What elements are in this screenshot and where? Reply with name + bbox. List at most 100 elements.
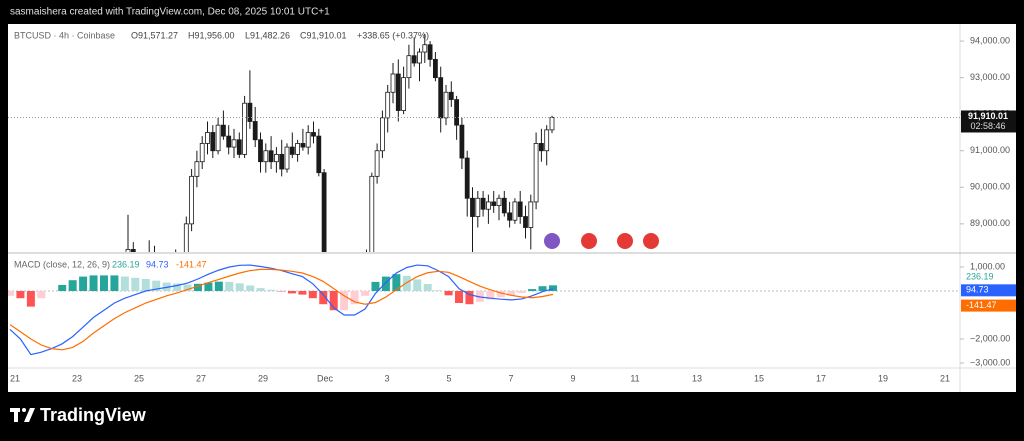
y2-tick-label: 1,000.00 <box>970 261 1005 271</box>
candle-body <box>205 132 210 144</box>
candle-body <box>459 124 465 159</box>
candle-body <box>496 197 502 206</box>
candle-body <box>422 44 428 53</box>
histogram-bar <box>538 286 547 292</box>
brand-logo: TradingView <box>10 405 147 425</box>
histogram-bar <box>517 291 526 293</box>
candle-body <box>491 201 497 206</box>
x-tick-label: 19 <box>878 373 888 383</box>
histogram-bar <box>256 288 265 292</box>
candle-body <box>411 55 417 64</box>
candle-body <box>279 154 285 170</box>
legend-close: C91,910.01 <box>300 30 347 40</box>
header: sasmaishera created with TradingView.com… <box>10 7 330 18</box>
candle-body <box>252 121 258 141</box>
candle-body <box>464 157 470 199</box>
histogram-bar <box>89 275 98 292</box>
histogram-bar <box>392 274 401 292</box>
histogram-bar <box>68 280 77 292</box>
x-tick-label: Dec <box>317 373 334 383</box>
histogram-bar <box>361 291 370 296</box>
candle-body <box>194 161 200 177</box>
candle-body <box>263 150 269 163</box>
candle-body <box>379 117 385 152</box>
y-tick-label: 94,000.00 <box>970 35 1010 45</box>
histogram-bar <box>152 280 161 292</box>
y2-tick-label: −3,000.00 <box>970 357 1010 367</box>
x-tick-label: 21 <box>940 373 950 383</box>
logo-shape <box>14 408 18 422</box>
candle-body <box>258 139 263 163</box>
histogram-bar <box>120 276 129 292</box>
candle-body <box>395 73 401 111</box>
macd-legend-hist: 236.19 <box>112 259 140 269</box>
histogram-bar <box>37 291 46 299</box>
candle-body <box>215 124 221 152</box>
event-icons <box>544 233 659 249</box>
macd-legend-signal: -141.47 <box>176 259 207 269</box>
candle-body <box>480 197 486 210</box>
histogram-bar <box>486 291 495 300</box>
histogram-bar <box>79 276 88 292</box>
event-icon <box>643 233 659 249</box>
candle-body <box>523 216 528 228</box>
histogram-bar <box>141 279 150 292</box>
candle-body <box>295 143 301 155</box>
legend-low: L91,482.26 <box>245 30 290 40</box>
candle-body <box>549 117 555 131</box>
x-tick-label: 5 <box>446 373 451 383</box>
histogram-bar <box>193 283 202 292</box>
histogram-bar <box>371 281 380 292</box>
histogram-bar <box>434 290 443 292</box>
candle-body <box>300 143 306 148</box>
candle-body <box>289 146 295 155</box>
x-tick-label: 15 <box>754 373 764 383</box>
candle-body <box>406 55 412 79</box>
histogram-bar <box>413 279 422 292</box>
macd-legend-macd: 94.73 <box>146 259 169 269</box>
candle-body <box>401 77 407 111</box>
macd-line <box>9 268 554 351</box>
histogram-bar <box>507 291 516 296</box>
histogram-bar <box>549 285 557 292</box>
x-tick-label: 21 <box>10 373 20 383</box>
candle-body <box>226 135 232 148</box>
candle-body <box>125 249 131 252</box>
candle-body <box>305 132 311 148</box>
candle-body <box>454 99 460 126</box>
histogram-bar <box>110 275 119 292</box>
histogram-bar <box>99 275 108 292</box>
candle-body <box>390 73 396 93</box>
event-icon <box>581 233 597 249</box>
x-tick-label: 23 <box>72 373 82 383</box>
price-label-box <box>961 110 1016 133</box>
x-tick-label: 9 <box>570 373 575 383</box>
candle-body <box>130 249 136 252</box>
y-tick-label: 90,000.00 <box>970 182 1010 192</box>
candle-body <box>475 197 481 217</box>
histogram-bar <box>287 291 296 294</box>
histogram-bar <box>225 281 234 292</box>
histogram-bar <box>173 283 182 292</box>
axis-value-label: 94.73 <box>966 285 989 295</box>
y-tick-label: 89,000.00 <box>970 218 1010 228</box>
axis-value-label: -141.47 <box>966 300 997 310</box>
chart-panel <box>8 24 1016 392</box>
candle-body <box>385 91 391 119</box>
candle-body <box>242 102 248 155</box>
candle-body <box>432 58 438 79</box>
histogram-bar <box>204 282 213 292</box>
candle-body <box>247 102 253 122</box>
candle-body <box>438 77 444 119</box>
x-tick-label: 25 <box>134 373 144 383</box>
candle-body <box>268 150 274 163</box>
histogram-bar <box>183 284 192 292</box>
histogram-bar <box>381 276 390 292</box>
candle-body <box>183 223 189 252</box>
candle-body <box>517 201 523 217</box>
candle-body <box>311 132 316 137</box>
macd-title: MACD (close, 12, 26, 9) <box>14 259 110 269</box>
histogram-bar <box>214 281 223 292</box>
